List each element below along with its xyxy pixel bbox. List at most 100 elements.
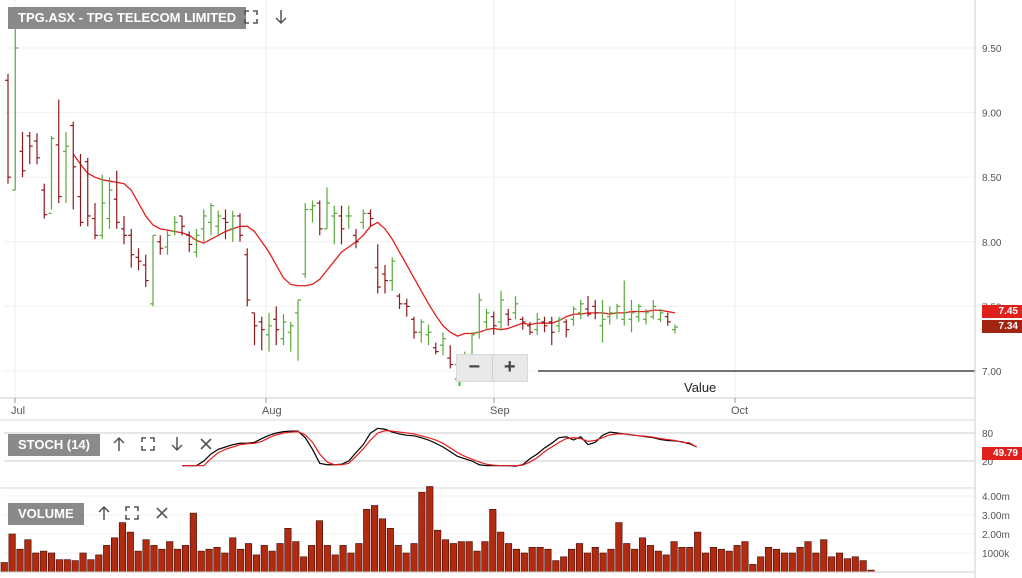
- ohlc-bar: [287, 321, 294, 352]
- volume-bar: [544, 548, 552, 573]
- volume-bar: [560, 556, 568, 573]
- volume-bar: [87, 559, 95, 573]
- ohlc-bar: [135, 248, 142, 271]
- volume-bar: [260, 545, 268, 573]
- volume-bar: [315, 520, 323, 573]
- ohlc-bar: [19, 131, 26, 178]
- stoch-lines: [182, 427, 698, 467]
- ohlc-bar: [121, 215, 127, 245]
- volume-bar: [631, 548, 639, 573]
- close-icon[interactable]: [197, 437, 215, 456]
- ohlc-bar: [41, 183, 48, 219]
- ohlc-bar: [142, 254, 149, 288]
- stoch-panel-label[interactable]: STOCH (14): [8, 434, 100, 456]
- volume-bar: [512, 548, 520, 573]
- volume-bar: [646, 545, 654, 573]
- volume-bar: [103, 545, 111, 573]
- volume-bar: [16, 548, 24, 573]
- volume-bar: [473, 550, 481, 573]
- volume-bar: [71, 560, 79, 573]
- main-grid: [4, 0, 975, 398]
- volume-bar: [32, 552, 40, 573]
- volume-bar: [402, 552, 410, 573]
- expand-icon[interactable]: [139, 437, 157, 456]
- ohlc-bar: [621, 280, 628, 326]
- expand-icon[interactable]: [123, 506, 141, 525]
- volume-bar: [828, 556, 836, 573]
- volume-bar: [741, 541, 749, 573]
- ohlc-bar: [353, 228, 359, 249]
- moving-average-line: [72, 153, 676, 337]
- ohlc-bar: [208, 203, 214, 236]
- volume-panel-label[interactable]: VOLUME: [8, 503, 84, 525]
- volume-bar: [308, 545, 316, 573]
- ohlc-bar: [258, 316, 265, 351]
- zoom-out-button[interactable]: −: [457, 355, 493, 381]
- ohlc-bar: [614, 303, 620, 320]
- volume-bar: [536, 546, 544, 573]
- ohlc-bar: [157, 235, 164, 255]
- volume-bar: [355, 543, 363, 573]
- ohlc-bar: [432, 342, 439, 355]
- volume-bar: [591, 546, 599, 573]
- ohlc-bar: [447, 345, 454, 369]
- ohlc-bar: [548, 316, 555, 346]
- zoom-in-button[interactable]: +: [503, 356, 516, 378]
- main-panel-label[interactable]: TPG.ASX - TPG TELECOM LIMITED: [8, 7, 247, 29]
- volume-bar: [24, 539, 32, 573]
- ohlc-bar: [26, 131, 33, 165]
- ohlc-bar: [650, 299, 657, 320]
- ohlc-bar: [345, 205, 352, 229]
- volume-bar: [615, 522, 623, 573]
- volume-bar: [505, 543, 513, 573]
- ohlc-bar: [48, 135, 55, 214]
- volume-bar: [142, 539, 150, 573]
- arrow-up-icon[interactable]: [95, 505, 113, 526]
- volume-bar: [804, 541, 812, 573]
- ohlc-bar: [251, 312, 258, 346]
- arrow-down-icon[interactable]: [272, 9, 290, 30]
- expand-icon[interactable]: [242, 10, 260, 29]
- volume-bar: [851, 556, 859, 573]
- ohlc-bar: [338, 205, 345, 245]
- ohlc-bar: [77, 153, 84, 227]
- ohlc-bar: [316, 200, 323, 236]
- ohlc-bar: [200, 209, 207, 242]
- volume-bar: [339, 545, 347, 573]
- ohlc-bar: [512, 296, 519, 320]
- ohlc-bar: [266, 312, 272, 352]
- volume-bar: [410, 543, 418, 573]
- volume-bar: [457, 541, 465, 573]
- ohlc-bar: [403, 298, 410, 317]
- ohlc-bar: [34, 133, 40, 165]
- ohlc-bar: [84, 157, 91, 227]
- ohlc-bar: [476, 293, 483, 339]
- main-y-tick-label: 8.50: [982, 173, 1002, 184]
- ohlc-bar: [585, 296, 591, 317]
- ohlc-bar: [12, 9, 19, 191]
- stoch-d-line: [182, 430, 698, 467]
- ohlc-bar: [222, 209, 229, 240]
- x-tick-label: Oct: [731, 405, 748, 417]
- volume-bar: [268, 550, 276, 573]
- volume-bar: [189, 512, 197, 573]
- volume-bar: [134, 550, 142, 573]
- volume-bar: [623, 543, 631, 573]
- ohlc-bar: [556, 316, 562, 333]
- volume-bar: [599, 552, 607, 573]
- arrow-down-icon[interactable]: [168, 436, 186, 457]
- ohlc-bar: [628, 299, 635, 333]
- volume-bar: [859, 560, 867, 573]
- close-icon[interactable]: [153, 506, 171, 525]
- volume-bar: [221, 552, 229, 573]
- volume-bar: [702, 552, 710, 573]
- current-price-badge: 7.45: [982, 305, 1022, 318]
- arrow-up-icon[interactable]: [110, 436, 128, 457]
- ohlc-bar: [425, 324, 432, 346]
- ohlc-bar: [164, 228, 171, 255]
- volume-bar: [638, 537, 647, 573]
- stoch-grid: [0, 419, 975, 462]
- volume-y-tick-label: 4.00m: [982, 492, 1010, 503]
- volume-bar: [449, 543, 457, 573]
- volume-bar: [552, 560, 560, 573]
